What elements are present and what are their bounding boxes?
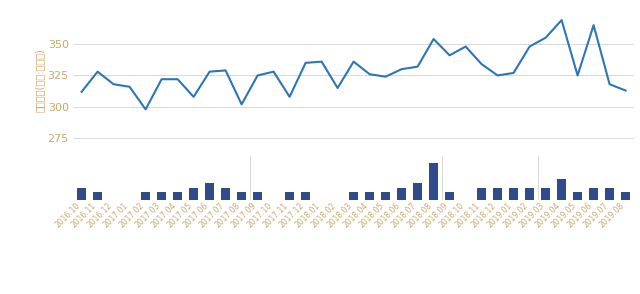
- Bar: [621, 192, 630, 200]
- Bar: [589, 188, 598, 200]
- Bar: [189, 188, 198, 200]
- Bar: [77, 188, 86, 200]
- Bar: [557, 179, 566, 200]
- Bar: [525, 188, 534, 200]
- Bar: [301, 192, 310, 200]
- Bar: [205, 183, 214, 200]
- Bar: [573, 192, 582, 200]
- Bar: [141, 192, 150, 200]
- Bar: [221, 188, 230, 200]
- Bar: [509, 188, 518, 200]
- Bar: [93, 192, 102, 200]
- Bar: [413, 183, 422, 200]
- Bar: [445, 192, 454, 200]
- Bar: [541, 188, 550, 200]
- Bar: [397, 188, 406, 200]
- Bar: [349, 192, 358, 200]
- Bar: [477, 188, 486, 200]
- Bar: [365, 192, 374, 200]
- Bar: [173, 192, 182, 200]
- Bar: [493, 188, 502, 200]
- Bar: [381, 192, 390, 200]
- Bar: [237, 192, 246, 200]
- Bar: [605, 188, 614, 200]
- Bar: [157, 192, 166, 200]
- Bar: [285, 192, 294, 200]
- Bar: [429, 163, 438, 200]
- Y-axis label: 거래금액(단위:백만원): 거래금액(단위:백만원): [35, 48, 45, 112]
- Bar: [253, 192, 262, 200]
